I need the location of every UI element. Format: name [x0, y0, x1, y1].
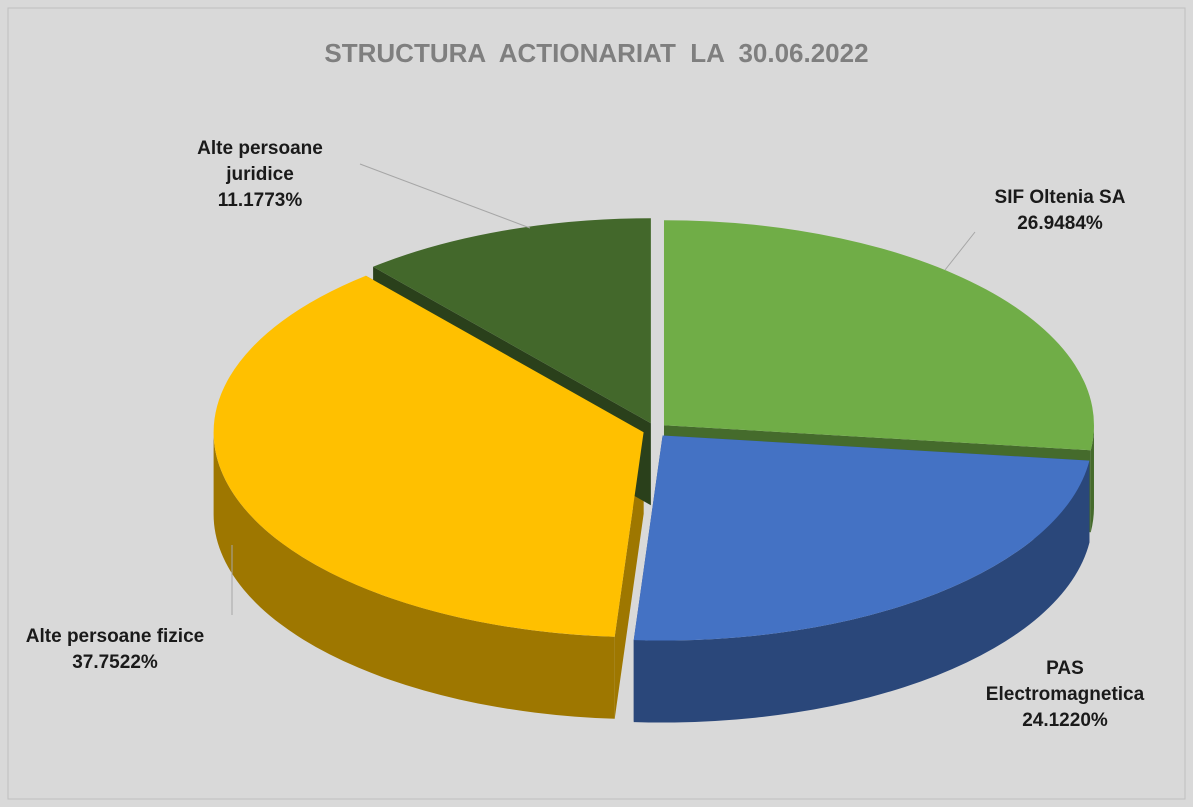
pie-slice — [213, 432, 615, 719]
label-value: 37.7522% — [72, 652, 158, 673]
chart-title: STRUCTURA ACTIONARIAT LA 30.06.2022 — [324, 38, 869, 68]
label-value: 11.1773% — [217, 190, 303, 211]
label-value: 26.9484% — [1017, 213, 1103, 234]
pie-slice — [663, 220, 1094, 451]
label-name: PAS Electromagnetica — [985, 658, 1145, 705]
pie-slice — [213, 275, 644, 637]
pie-slice — [633, 460, 1090, 723]
data-label: Alte persoane fizice 37.7522% — [5, 624, 225, 676]
pie-slice — [1090, 425, 1094, 533]
label-name: Alte persoane fizice — [25, 626, 205, 647]
pie-slice — [373, 218, 651, 424]
label-value: 24.1220% — [1022, 710, 1108, 731]
slices — [213, 218, 1094, 723]
leader-line — [359, 163, 531, 229]
data-label: SIF Oltenia SA 26.9484% — [960, 185, 1160, 237]
label-name: SIF Oltenia SA — [994, 187, 1126, 208]
label-name: Alte persoane juridice — [197, 138, 323, 185]
data-label: PAS Electromagnetica 24.1220% — [985, 656, 1145, 734]
data-label: Alte persoane juridice 11.1773% — [185, 136, 335, 214]
leader-line — [944, 231, 976, 271]
pie-slice — [633, 435, 1090, 641]
